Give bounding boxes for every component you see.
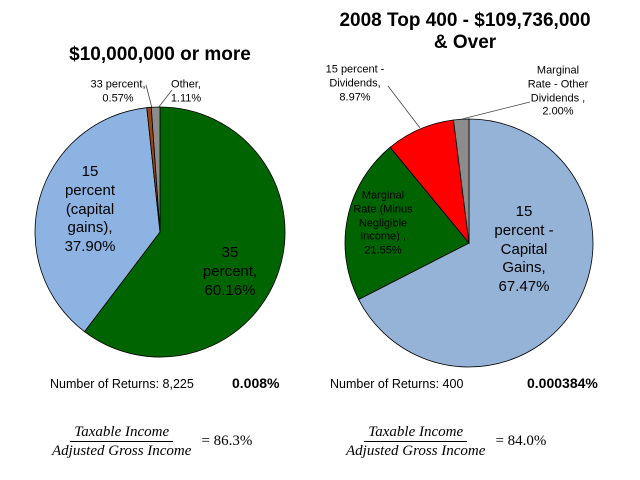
pie-slice (453, 118, 470, 244)
slice-label: Other, 1.11% (170, 78, 202, 104)
share-left: 0.008% (232, 375, 280, 391)
slice-label: 15 percent - Dividends, 8.97% (325, 63, 385, 103)
formula-right: Taxable Income Adjusted Gross Income = 84… (342, 423, 546, 460)
share-right: 0.000384% (527, 375, 598, 391)
pie-slice (34, 107, 161, 333)
pie-slice (150, 106, 161, 233)
formula-left: Taxable Income Adjusted Gross Income = 86… (48, 423, 252, 460)
formula-denominator: Adjusted Gross Income (346, 443, 486, 459)
chart-title-left: $10,000,000 or more (69, 44, 251, 65)
formula-result: = 86.3% (201, 433, 253, 449)
leader-line (387, 85, 421, 129)
pie-slice (358, 118, 594, 368)
slice-label: 33 percent, 0.57% (90, 78, 146, 104)
slice-label: 15 percent (capital gains), 37.90% (64, 163, 116, 256)
returns-right: Number of Returns: 400 (330, 377, 464, 391)
formula-numerator: Taxable Income (364, 423, 468, 442)
returns-left: Number of Returns: 8,225 (50, 377, 194, 391)
slice-label: 35 percent, 60.16% (202, 243, 258, 299)
slice-label: Marginal Rate - Other Dividends , 2.00% (527, 64, 589, 118)
leader-line (461, 101, 531, 120)
chart-title-right: 2008 Top 400 - $109,736,000 & Over (339, 10, 591, 53)
leader-line (157, 89, 173, 109)
leader-line (145, 84, 153, 109)
pie-slice (344, 146, 470, 300)
slice-label: 15 percent - Capital Gains, 67.47% (494, 203, 554, 296)
formula-denominator: Adjusted Gross Income (52, 443, 192, 459)
formula-result: = 84.0% (495, 433, 547, 449)
slice-label: Marginal Rate (Minus Negligible Income) , 21… (353, 189, 413, 257)
pie-slice (83, 106, 286, 358)
formula-numerator: Taxable Income (70, 423, 174, 442)
